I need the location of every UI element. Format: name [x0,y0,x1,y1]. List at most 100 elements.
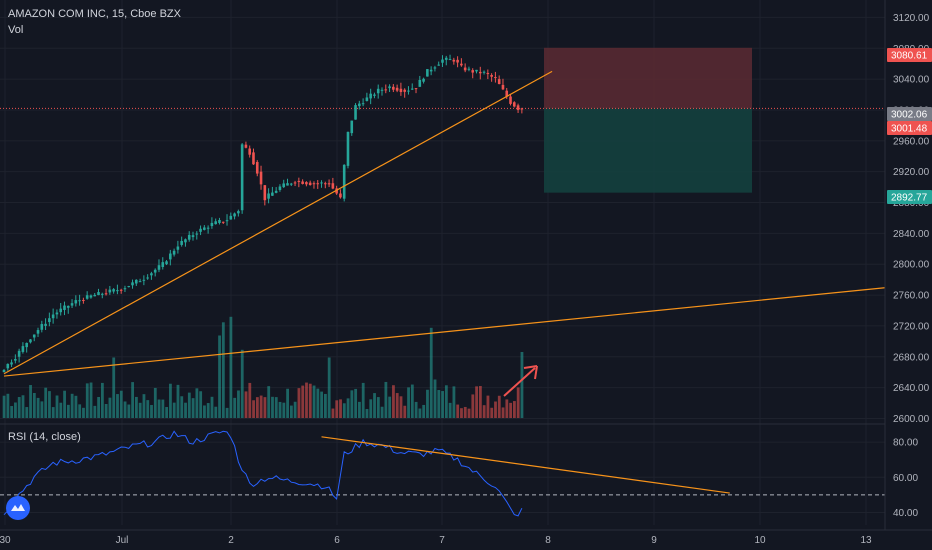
volume-bar [131,382,135,418]
grid-lines [0,0,885,525]
short-position-tool[interactable] [0,47,885,193]
candle-body [210,222,214,227]
rsi-label: RSI (14, close) [8,431,81,443]
candle-body [289,183,293,185]
candle-body [282,183,286,188]
volume-bar [29,385,32,418]
price-tag [887,107,932,121]
volume-bar [335,400,339,418]
tradingview-logo-icon[interactable] [6,496,30,520]
candle-body [490,75,493,77]
trendline [3,70,553,375]
volume-bar [456,404,460,418]
volume-bar [165,407,169,418]
candle-body [116,290,119,292]
price-tick-label: 2960.00 [893,136,930,147]
volume-bar [138,402,142,418]
volume-bar [271,396,274,418]
candle-body [176,246,180,250]
candle-body [29,339,32,343]
candle-body [157,265,161,270]
volume-bar [513,401,516,418]
volume-bar [89,382,93,418]
volume-bar [210,396,214,418]
volume-bar [176,384,180,418]
volume-bar [259,395,263,418]
volume-bar [25,407,29,418]
volume-bar [475,386,478,418]
candle-body [14,359,17,361]
volume-bar [146,400,150,418]
candle-body [150,273,153,276]
volume-bar [463,406,467,418]
candle-body [327,183,331,185]
volume-bar [40,401,44,418]
volume-bar [6,393,10,418]
candle-body [93,294,97,297]
candle-body [501,84,505,90]
candle-body [486,72,490,75]
candle-body [316,183,320,185]
candle-body [48,318,51,323]
candle-body [520,108,524,110]
trendline [3,286,889,377]
candle-body [131,282,134,286]
arrow-annotation[interactable] [503,365,538,397]
price-tick-label: 2840.00 [893,229,930,240]
volume-bar [471,394,475,418]
volume-bar [206,403,210,418]
volume-bar [248,382,252,418]
volume-bar [78,404,82,418]
candle-body [161,262,165,267]
volume-bar [85,383,89,418]
volume-bar [361,382,365,418]
volume-bar [478,386,482,418]
volume-bar [433,379,437,418]
candle-body [513,102,516,107]
volume-bar [373,393,376,418]
volume-bar [218,335,221,418]
volume-bar [93,405,97,418]
volume-bar [70,393,74,418]
volume-bar [354,388,358,418]
volume-bar [467,408,471,418]
candle-body [51,314,55,319]
volume-bar [203,405,206,418]
candle-body [505,90,509,97]
candle-body [17,350,21,357]
candle-body [297,180,301,182]
volume-bar [376,397,380,418]
candle-body [339,193,342,198]
volume-bar [116,394,119,418]
price-tick-label: 3040.00 [893,75,930,86]
volume-bar [169,383,172,418]
volume-bar [282,402,286,418]
candle-body [70,303,74,306]
candle-body [82,299,85,301]
volume-bar [293,401,297,418]
volume-bar [157,399,161,418]
candle-body [203,227,206,230]
candle-body [376,88,380,94]
candle-body [263,185,267,201]
candle-body [437,64,440,66]
trendlines[interactable] [3,70,889,377]
candle-body [146,277,149,279]
volume-bar [229,316,233,418]
candle-body [441,59,444,63]
volume-bar [48,391,51,418]
candle-body [169,253,172,260]
candle-body [392,86,395,90]
price-tick-label: 2720.00 [893,321,930,332]
candle-body [119,289,123,291]
candle-body [380,89,384,91]
candle-body [55,312,59,315]
volume-bar [172,402,176,418]
candle-body [274,190,278,193]
candle-body [100,293,104,295]
candle-body [399,88,403,93]
volume-bar [350,390,354,418]
volume-bar [214,406,218,418]
